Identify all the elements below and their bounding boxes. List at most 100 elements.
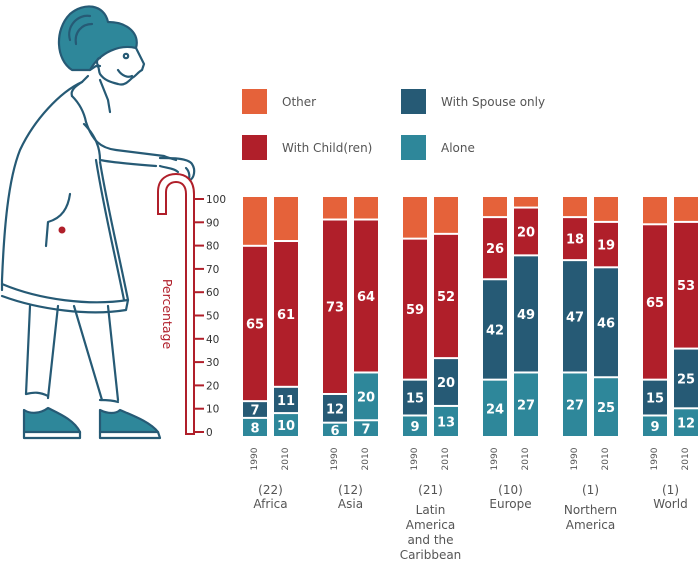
bar-segment-other: [323, 197, 347, 219]
bar-segment-other: [403, 197, 427, 238]
bar-value-label: 25: [677, 372, 695, 387]
y-tick-label: 30: [206, 357, 219, 369]
year-label: 1990: [650, 444, 660, 474]
legend-item-spouse: With Spouse only: [401, 89, 545, 114]
year-label: 2010: [681, 444, 691, 474]
bar-value-label: 61: [277, 308, 295, 323]
region-name-line: Africa: [231, 497, 311, 512]
left-leg: [26, 306, 58, 398]
coat-front: [96, 160, 124, 300]
region-count: (12): [311, 483, 391, 498]
bar-value-label: 18: [566, 233, 584, 248]
year-label: 2010: [361, 444, 371, 474]
legend-label-child: With Child(ren): [282, 141, 372, 155]
region-name: Europe: [471, 497, 551, 512]
region-name-line: and the: [391, 533, 471, 548]
legend-label-other: Other: [282, 95, 316, 109]
bar-value-label: 7: [361, 423, 370, 438]
year-label: 2010: [281, 444, 291, 474]
region-name-line: Northern: [551, 503, 631, 518]
bar-value-label: 65: [246, 317, 264, 332]
bar-segment-other: [674, 197, 698, 221]
bar-value-label: 20: [437, 376, 455, 391]
region-count: (21): [391, 483, 471, 498]
bar-segment-other: [563, 197, 587, 216]
left-shoe: [24, 408, 80, 432]
bar-value-label: 25: [597, 401, 615, 416]
bar-value-label: 49: [517, 308, 535, 323]
year-label: 1990: [570, 444, 580, 474]
bar-value-label: 27: [517, 399, 535, 414]
year-label: 1990: [490, 444, 500, 474]
bar-segment-other: [514, 197, 538, 207]
legend-swatch-alone: [401, 135, 426, 160]
bar-value-label: 24: [486, 402, 504, 417]
bar-value-label: 42: [486, 323, 504, 338]
bar-value-label: 19: [597, 239, 615, 254]
sleeve: [84, 124, 156, 166]
bar-value-label: 20: [357, 390, 375, 405]
collar: [72, 76, 110, 112]
y-tick-label: 50: [206, 311, 219, 323]
bar-segment-other: [643, 197, 667, 223]
year-label: 1990: [330, 444, 340, 474]
legend-swatch-child: [242, 135, 267, 160]
region-count: (1): [631, 483, 698, 498]
bar-segment-other: [274, 197, 298, 240]
region-name-line: Asia: [311, 497, 391, 512]
smile: [118, 70, 132, 77]
legend-label-spouse: With Spouse only: [441, 95, 545, 109]
legend-swatch-spouse: [401, 89, 426, 114]
bar-value-label: 65: [646, 296, 664, 311]
bar-value-label: 10: [277, 419, 295, 434]
region-name-line: Latin: [391, 503, 471, 518]
y-tick-label: 100: [206, 194, 226, 206]
bar-value-label: 8: [250, 421, 259, 436]
bar-value-label: 46: [597, 316, 615, 331]
bar-value-label: 73: [326, 301, 344, 316]
y-tick-label: 0: [206, 427, 213, 439]
bar-value-label: 13: [437, 415, 455, 430]
coat-button: [59, 227, 66, 234]
bar-value-label: 27: [566, 399, 584, 414]
bar-value-label: 7: [250, 404, 259, 419]
year-label: 2010: [521, 444, 531, 474]
bar-value-label: 52: [437, 290, 455, 305]
coat-front-inner: [100, 162, 128, 300]
bar-value-label: 53: [677, 279, 695, 294]
region-name: Asia: [311, 497, 391, 512]
bar-value-label: 15: [646, 392, 664, 407]
legend-label-alone: Alone: [441, 141, 475, 155]
region-count: (22): [231, 483, 311, 498]
y-tick-label: 10: [206, 404, 219, 416]
region-name: World: [631, 497, 698, 512]
bar-segment-other: [243, 197, 267, 245]
right-shoe: [100, 410, 158, 432]
year-label: 2010: [601, 444, 611, 474]
region-name: Africa: [231, 497, 311, 512]
bar-value-label: 6: [330, 424, 339, 439]
torso-back: [2, 82, 82, 290]
y-tick-label: 20: [206, 380, 219, 392]
bars-layer: 8765101161612737206491559132052244226274…: [243, 197, 698, 439]
left-sock: [26, 393, 48, 396]
bar-value-label: 9: [650, 420, 659, 435]
woman-figure: [2, 6, 194, 438]
year-label: 2010: [441, 444, 451, 474]
pocket: [46, 194, 70, 246]
region-name-line: World: [631, 497, 698, 512]
right-leg: [74, 306, 118, 400]
bar-value-label: 47: [566, 310, 584, 325]
bar-segment-other: [354, 197, 378, 219]
bar-segment-other: [483, 197, 507, 216]
bar-value-label: 12: [677, 417, 695, 432]
bar-segment-other: [434, 197, 458, 233]
bar-value-label: 64: [357, 290, 375, 305]
bar-value-label: 15: [406, 392, 424, 407]
year-label: 1990: [410, 444, 420, 474]
y-tick-label: 80: [206, 241, 219, 253]
legend-swatch-other: [242, 89, 267, 114]
y-axis-label: Percentage: [160, 279, 175, 350]
